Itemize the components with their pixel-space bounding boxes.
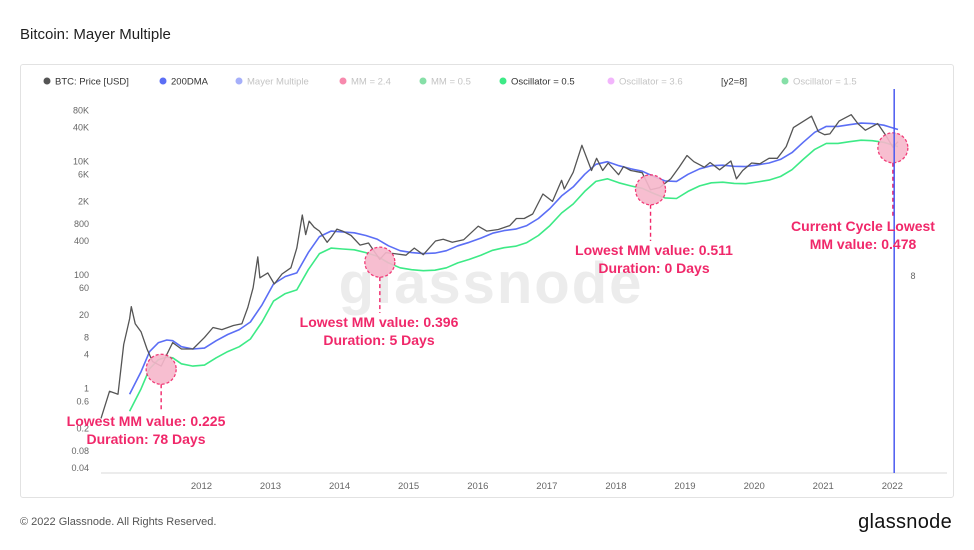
annotation-label: Duration: 0 Days <box>598 260 709 276</box>
chart-frame: BTC: Price [USD] 200DMA Mayer Multiple MM =… <box>20 64 954 498</box>
copyright-text: © 2022 Glassnode. All Rights Reserved. <box>20 516 217 528</box>
chart-annotations: Lowest MM value: 0.225 Duration: 78 Days L… <box>67 218 936 447</box>
y-axis: 0.04 0.08 0.2 0.6 1 4 8 20 60 100 400 800 2K 6K 10K 40K… <box>71 105 89 473</box>
annotation-marker <box>634 174 667 206</box>
x-axis: 2012 2013 2014 2015 2016 2017 2018 2019 2020 2021… <box>191 481 903 492</box>
annotation-label: Lowest MM value: 0.225 <box>67 413 226 429</box>
chart-series <box>100 114 899 419</box>
right-axis-label: 8 <box>910 271 915 281</box>
legend-swatch <box>499 77 507 85</box>
legend-swatch <box>235 77 243 85</box>
legend-swatch <box>781 77 789 85</box>
y-tick-label: 80K <box>73 105 89 115</box>
annotation-label: Duration: 78 Days <box>86 431 205 447</box>
legend-label: MM = 2.4 <box>351 77 391 88</box>
x-tick-label: 2013 <box>260 481 281 492</box>
legend-item: [y2=8] <box>721 77 747 88</box>
legend-swatch <box>419 77 427 85</box>
y-tick-label: 0.2 <box>76 423 89 433</box>
legend-label: Oscillator = 3.6 <box>619 77 683 88</box>
legend-label: Oscillator = 1.5 <box>793 77 857 88</box>
annotation-label: Lowest MM value: 0.396 <box>300 314 459 330</box>
y-tick-label: 6K <box>78 169 89 179</box>
price-line <box>100 114 899 419</box>
x-tick-label: 2021 <box>813 481 834 492</box>
y-tick-label: 40K <box>73 123 89 133</box>
brand-logo-text: glassnode <box>858 511 952 533</box>
x-tick-label: 2016 <box>467 481 488 492</box>
legend-swatch <box>607 77 615 85</box>
x-tick-label: 2022 <box>882 481 903 492</box>
y-tick-label: 8 <box>84 332 89 342</box>
legend-item: Oscillator = 3.6 <box>607 77 683 88</box>
y-tick-label: 1 <box>84 384 89 394</box>
x-tick-label: 2017 <box>536 481 557 492</box>
x-tick-label: 2020 <box>744 481 765 492</box>
legend-label: 200DMA <box>171 77 209 88</box>
legend-item: MM = 0.5 <box>419 77 471 88</box>
legend-label: MM = 0.5 <box>431 77 471 88</box>
y-tick-label: 2K <box>78 196 89 206</box>
y-tick-label: 60 <box>79 283 89 293</box>
legend-item: Oscillator = 0.5 <box>499 77 575 88</box>
y-tick-label: 0.08 <box>71 446 89 456</box>
legend-label: [y2=8] <box>721 77 747 88</box>
x-tick-label: 2015 <box>398 481 419 492</box>
y-tick-label: 0.04 <box>71 463 89 473</box>
y-tick-label: 800 <box>74 219 89 229</box>
legend-swatch <box>339 77 347 85</box>
chart-legend: BTC: Price [USD] 200DMA Mayer Multiple MM =… <box>43 77 857 88</box>
annotation-markers <box>145 132 909 412</box>
y-tick-label: 0.6 <box>76 396 89 406</box>
legend-swatch <box>159 77 167 85</box>
legend-item: MM = 2.4 <box>339 77 391 88</box>
x-tick-label: 2014 <box>329 481 350 492</box>
annotation-label: MM value: 0.478 <box>810 236 917 252</box>
x-tick-label: 2012 <box>191 481 212 492</box>
y-tick-label: 20 <box>79 310 89 320</box>
oscillator-line <box>128 139 899 412</box>
annotation-marker <box>877 132 909 164</box>
x-tick-label: 2019 <box>674 481 695 492</box>
annotation-marker <box>364 246 396 278</box>
annotation-label: Current Cycle Lowest <box>791 218 935 234</box>
page-title: Bitcoin: Mayer Multiple <box>20 26 171 43</box>
y-tick-label: 400 <box>74 236 89 246</box>
y-tick-label: 100 <box>74 270 89 280</box>
annotation-marker <box>145 353 177 385</box>
legend-item: BTC: Price [USD] <box>43 77 129 88</box>
x-tick-label: 2018 <box>605 481 626 492</box>
y-tick-label: 4 <box>84 350 89 360</box>
legend-item: 200DMA <box>159 77 209 88</box>
y-tick-label: 10K <box>73 157 89 167</box>
legend-item: Oscillator = 1.5 <box>781 77 857 88</box>
mayer-multiple-chart: BTC: Price [USD] 200DMA Mayer Multiple MM =… <box>43 77 947 492</box>
legend-label: BTC: Price [USD] <box>55 77 129 88</box>
legend-label: Mayer Multiple <box>247 77 309 88</box>
annotation-label: Lowest MM value: 0.511 <box>575 242 733 258</box>
legend-item: Mayer Multiple <box>235 77 309 88</box>
legend-swatch <box>43 77 51 85</box>
dma-200-line <box>128 122 899 395</box>
annotation-label: Duration: 5 Days <box>323 332 434 348</box>
legend-label: Oscillator = 0.5 <box>511 77 575 88</box>
